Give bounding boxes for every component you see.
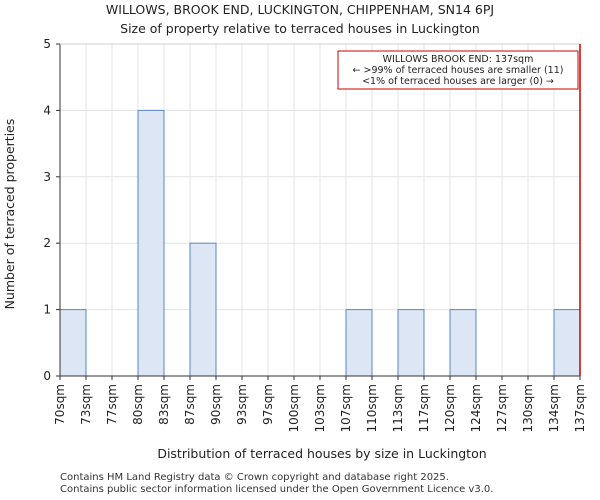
x-tick-label: 134sqm — [547, 384, 561, 432]
footer-line-2: Contains public sector information licen… — [60, 484, 494, 495]
bar — [59, 309, 87, 377]
x-tick-label: 80sqm — [131, 384, 145, 425]
x-tick-label: 97sqm — [261, 384, 275, 425]
y-tick-label: 1 — [43, 303, 51, 317]
x-axis-label: Distribution of terraced houses by size … — [157, 446, 486, 461]
y-tick-label: 0 — [43, 369, 51, 383]
x-tick-label: 70sqm — [53, 384, 67, 425]
annotation-line: <1% of terraced houses are larger (0) → — [362, 76, 554, 87]
x-tick-label: 87sqm — [183, 384, 197, 425]
x-tick-label: 124sqm — [469, 384, 483, 432]
bar — [553, 309, 581, 377]
y-axis-label: Number of terraced properties — [2, 119, 17, 310]
y-tick-label: 2 — [43, 236, 51, 250]
x-tick-label: 127sqm — [495, 384, 509, 432]
x-tick-label: 110sqm — [365, 384, 379, 432]
bar — [137, 109, 165, 377]
x-tick-label: 90sqm — [209, 384, 223, 425]
x-tick-label: 77sqm — [105, 384, 119, 425]
x-tick-label: 113sqm — [391, 384, 405, 432]
y-tick-label: 4 — [43, 103, 51, 117]
bar — [449, 309, 477, 377]
annotation-line: ← >99% of terraced houses are smaller (1… — [353, 65, 564, 76]
x-tick-label: 103sqm — [313, 384, 327, 432]
y-tick-label: 5 — [43, 37, 51, 51]
bar — [345, 309, 373, 377]
x-tick-label: 100sqm — [287, 384, 301, 432]
x-tick-label: 117sqm — [417, 384, 431, 432]
x-tick-label: 130sqm — [521, 384, 535, 432]
x-tick-label: 137sqm — [573, 384, 587, 432]
y-tick-label: 3 — [43, 170, 51, 184]
x-tick-label: 73sqm — [79, 384, 93, 425]
chart-subtitle: Size of property relative to terraced ho… — [120, 21, 480, 36]
x-tick-label: 120sqm — [443, 384, 457, 432]
footer-line-1: Contains HM Land Registry data © Crown c… — [60, 472, 449, 483]
annotation-box — [337, 50, 579, 90]
chart-title: WILLOWS, BROOK END, LUCKINGTON, CHIPPENH… — [105, 2, 495, 17]
x-tick-label: 83sqm — [157, 384, 171, 425]
annotation-line: WILLOWS BROOK END: 137sqm — [383, 54, 534, 65]
bar — [189, 242, 217, 377]
bar — [397, 309, 425, 377]
x-tick-label: 93sqm — [235, 384, 249, 425]
x-tick-label: 107sqm — [339, 384, 353, 432]
